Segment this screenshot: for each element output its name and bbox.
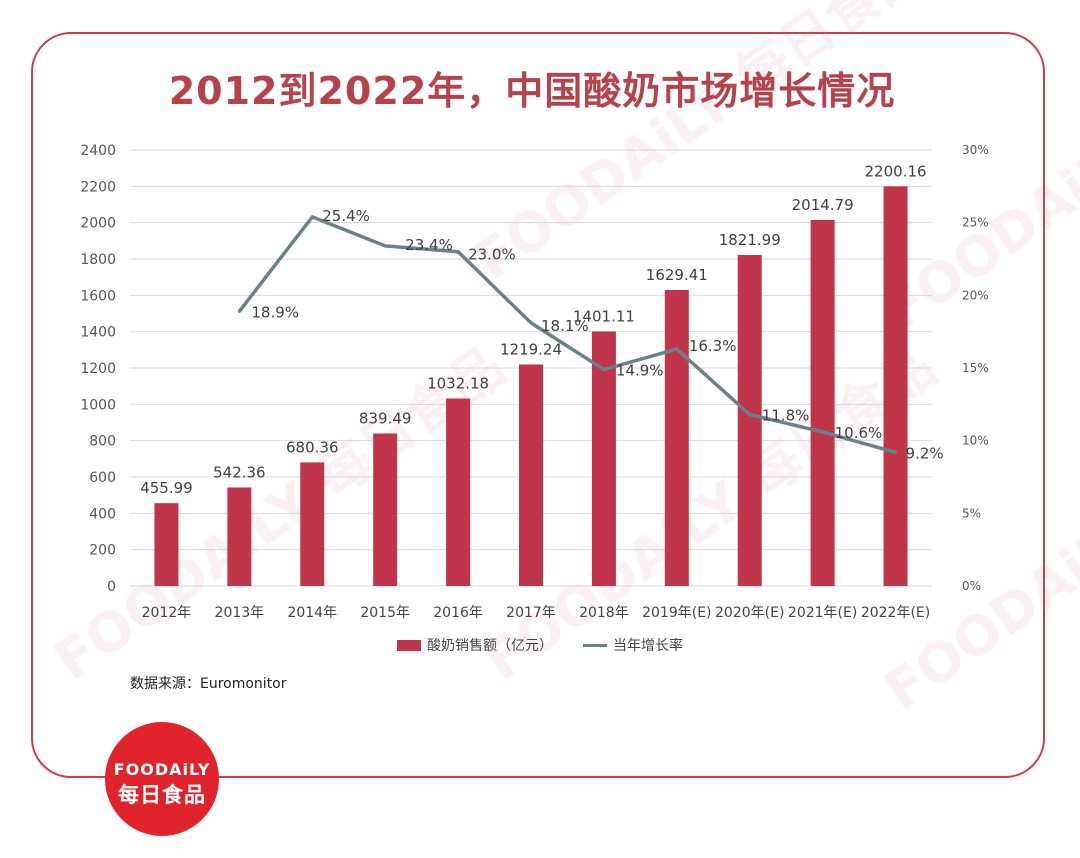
bar-value-label: 1629.41 bbox=[646, 266, 708, 284]
growth-value-label: 18.1% bbox=[541, 317, 589, 335]
x-tick-label: 2020年(E) bbox=[715, 605, 784, 621]
y2-tick-label: 10% bbox=[962, 434, 989, 448]
y2-tick-label: 30% bbox=[962, 143, 989, 157]
bar-value-label: 680.36 bbox=[286, 438, 339, 456]
y2-tick-label: 25% bbox=[962, 216, 989, 230]
growth-value-label: 25.4% bbox=[322, 207, 370, 225]
growth-value-label: 9.2% bbox=[906, 444, 944, 462]
bar bbox=[154, 503, 179, 586]
growth-value-label: 11.8% bbox=[762, 407, 810, 425]
growth-value-label: 23.0% bbox=[468, 246, 516, 264]
bar bbox=[737, 255, 762, 586]
growth-value-label: 16.3% bbox=[689, 337, 737, 355]
bar bbox=[883, 186, 908, 586]
chart-title: 2012到2022年，中国酸奶市场增长情况 bbox=[168, 69, 896, 113]
legend: 酸奶销售额（亿元） 当年增长率 bbox=[0, 635, 1080, 655]
y-tick-label: 1000 bbox=[80, 397, 116, 413]
growth-point bbox=[383, 244, 387, 248]
bar bbox=[664, 289, 689, 586]
y-tick-label: 2400 bbox=[80, 143, 116, 159]
legend-item-bar: 酸奶销售额（亿元） bbox=[397, 635, 553, 655]
growth-value-label: 23.4% bbox=[405, 236, 453, 254]
growth-line bbox=[238, 215, 896, 454]
x-tick-label: 2012年 bbox=[142, 605, 192, 621]
y-tick-label: 600 bbox=[89, 470, 116, 486]
bar-value-label: 2200.16 bbox=[865, 162, 927, 180]
legend-item-line: 当年增长率 bbox=[583, 635, 683, 655]
x-tick-label: 2017年 bbox=[506, 605, 556, 621]
growth-point bbox=[821, 430, 825, 434]
bar-value-label: 542.36 bbox=[213, 463, 266, 481]
source-note: 数据来源：Euromonitor bbox=[130, 676, 287, 692]
bar bbox=[591, 331, 616, 586]
y-tick-label: 1800 bbox=[80, 252, 116, 268]
growth-point bbox=[602, 367, 606, 371]
bar bbox=[446, 398, 471, 586]
y-tick-label: 1600 bbox=[80, 288, 116, 304]
x-tick-label: 2014年 bbox=[287, 605, 337, 621]
y2-tick-label: 5% bbox=[962, 506, 981, 520]
logo-text-en: FOODAiLY bbox=[113, 759, 211, 779]
legend-bar-label: 酸奶销售额（亿元） bbox=[427, 638, 553, 654]
y-tick-label: 1400 bbox=[80, 325, 116, 341]
bar bbox=[810, 219, 835, 587]
bar-value-label: 2014.79 bbox=[792, 196, 854, 214]
growth-point bbox=[237, 309, 241, 313]
y-tick-label: 200 bbox=[89, 543, 116, 559]
x-tick-label: 2013年 bbox=[215, 605, 265, 621]
x-tick-label: 2015年 bbox=[360, 605, 410, 621]
bar bbox=[373, 433, 398, 586]
y2-tick-label: 0% bbox=[962, 579, 981, 593]
y-tick-label: 800 bbox=[89, 434, 116, 450]
growth-point bbox=[675, 347, 679, 351]
brand-logo: FOODAiLY 每日食品 bbox=[105, 722, 219, 836]
y2-tick-label: 20% bbox=[962, 288, 989, 302]
bar-value-label: 1219.24 bbox=[500, 341, 562, 359]
y-tick-label: 1200 bbox=[80, 361, 116, 377]
growth-point bbox=[456, 250, 460, 254]
legend-line-label: 当年增长率 bbox=[613, 638, 683, 654]
growth-value-label: 14.9% bbox=[616, 361, 664, 379]
growth-value-label: 10.6% bbox=[835, 424, 883, 442]
x-tick-label: 2019年(E) bbox=[642, 605, 711, 621]
y2-tick-label: 15% bbox=[962, 361, 989, 375]
growth-point bbox=[894, 450, 898, 454]
x-tick-label: 2018年 bbox=[579, 605, 629, 621]
y-tick-label: 400 bbox=[89, 506, 116, 522]
bar-value-label: 1032.18 bbox=[427, 374, 489, 392]
bar-value-label: 1821.99 bbox=[719, 231, 781, 249]
x-tick-label: 2022年(E) bbox=[861, 605, 930, 621]
bar-value-label: 1401.11 bbox=[573, 307, 635, 325]
y-tick-label: 2000 bbox=[80, 216, 116, 232]
legend-bar-swatch bbox=[397, 639, 421, 651]
y-tick-label: 0 bbox=[107, 579, 116, 595]
growth-value-label: 18.9% bbox=[251, 303, 299, 321]
growth-point bbox=[529, 321, 533, 325]
bar bbox=[519, 364, 543, 586]
growth-point bbox=[310, 215, 314, 219]
bar-value-label: 839.49 bbox=[359, 409, 412, 427]
bar bbox=[227, 487, 252, 586]
bar bbox=[300, 462, 325, 586]
y-tick-label: 2200 bbox=[80, 179, 116, 195]
bar-value-label: 455.99 bbox=[140, 479, 193, 497]
x-tick-label: 2021年(E) bbox=[788, 605, 857, 621]
logo-text-cn: 每日食品 bbox=[118, 782, 206, 807]
legend-line-swatch bbox=[583, 643, 607, 647]
growth-point bbox=[748, 413, 752, 417]
x-tick-label: 2016年 bbox=[433, 605, 483, 621]
